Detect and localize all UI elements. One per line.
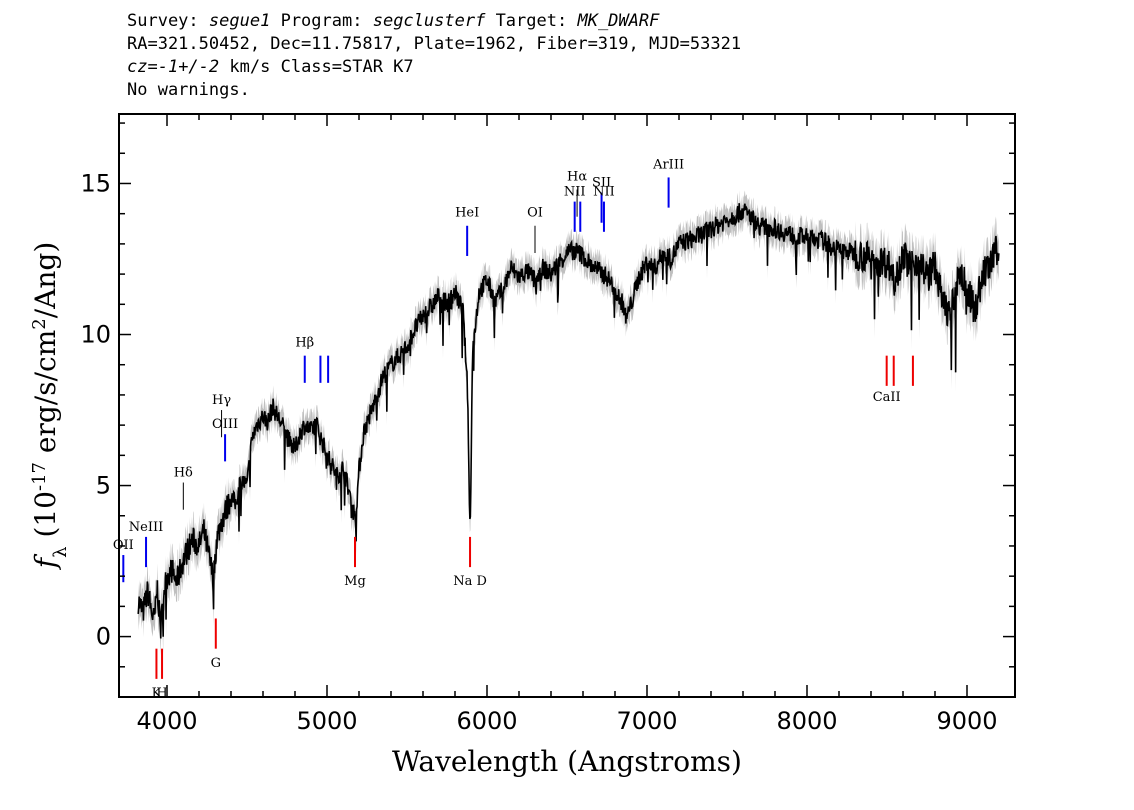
line-label-20: H (156, 686, 167, 701)
y-tick-label: 0 (96, 623, 111, 651)
y-tick-label: 10 (80, 321, 111, 349)
y-tick-label: 15 (80, 169, 111, 197)
line-label-9: OI (527, 206, 543, 221)
line-label-4: OIII (212, 417, 238, 432)
class-value: Class=STAR K7 (280, 57, 414, 77)
line-label-2: Hδ (174, 465, 193, 480)
line-label-13: SII (592, 175, 611, 190)
ylabel-lambda: λ (50, 546, 71, 557)
spectrum-header: Survey: segue1 Program: segclusterf Targ… (127, 10, 1027, 102)
line-label-8: HeI (455, 206, 479, 221)
axis-ticks: 4000 5000 6000 7000 8000 9000 0 5 10 15 (80, 114, 1015, 735)
x-tick-label: 6000 (456, 707, 517, 735)
spectrum-line (137, 203, 1000, 639)
line-label-14: NII (593, 185, 615, 200)
line-label-17: Na D (453, 574, 487, 589)
header-line-coords: RA=321.50452, Dec=11.75817, Plate=1962, … (127, 34, 742, 54)
line-label-19: K (152, 686, 162, 701)
x-tick-label: 5000 (296, 707, 357, 735)
x-tick-label: 8000 (776, 707, 837, 735)
line-label-1: NeIII (129, 520, 163, 535)
header-line-warnings: No warnings. (127, 80, 250, 100)
program-value: segclusterf (372, 11, 486, 31)
target-value: MK_DWARF (577, 11, 660, 31)
cz-value: -1+/-2 (157, 57, 220, 77)
line-label-18: G (211, 656, 221, 671)
line-label-10: NII (564, 185, 586, 200)
y-axis-title: fλ (10-17 erg/s/cm2/Ang) (29, 242, 71, 571)
x-tick-label: 7000 (616, 707, 677, 735)
x-axis-title: Wavelength (Angstroms) (392, 745, 742, 778)
target-label: Target: (495, 11, 568, 31)
line-label-16: Mg (344, 574, 366, 589)
ylabel-rest: /Ang) (29, 242, 62, 319)
ylabel-sq: 2 (29, 318, 50, 329)
line-label-5: Hβ (295, 336, 314, 351)
x-tick-label: 9000 (936, 707, 997, 735)
line-label-15: ArIII (652, 157, 684, 172)
ylabel-paren: (10 (29, 491, 62, 546)
plot-frame (118, 113, 1016, 698)
survey-label: Survey: (127, 11, 199, 31)
line-label-21: CaII (873, 390, 901, 405)
y-tick-label: 5 (96, 472, 111, 500)
cz-unit: km/s (229, 57, 271, 77)
program-label: Program: (280, 11, 363, 31)
line-label-3: Hγ (212, 393, 231, 408)
cz-label: cz= (127, 57, 158, 77)
ylabel-units: erg/s/cm (29, 330, 62, 462)
ylabel-exponent: -17 (29, 462, 50, 491)
x-tick-label: 4000 (136, 707, 197, 735)
line-label-11: Hα (567, 169, 587, 184)
header-line-survey: Survey: segue1 Program: segclusterf Targ… (127, 10, 1027, 33)
spectrum-layer (137, 203, 1000, 639)
header-line-redshift: cz=-1+/-2 km/s Class=STAR K7 (127, 56, 1027, 79)
survey-value: segue1 (208, 11, 271, 31)
